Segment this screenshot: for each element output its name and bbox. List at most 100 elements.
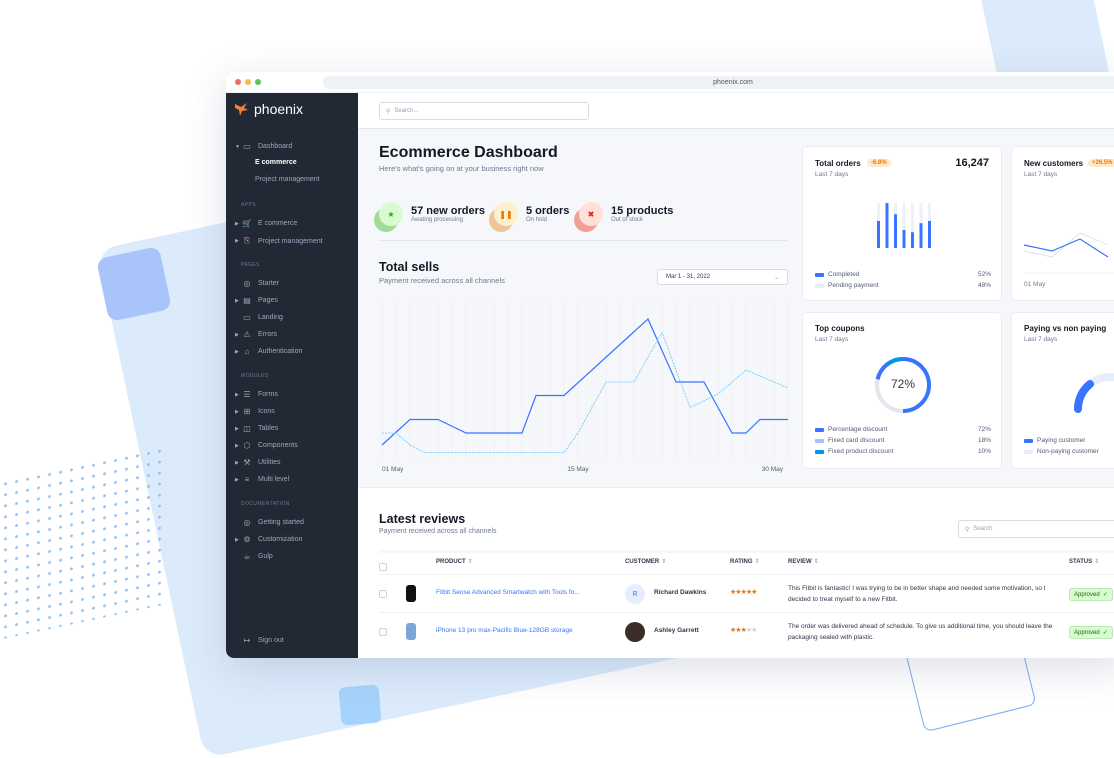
sidebar-section-heading: APPS — [241, 202, 256, 208]
dashed-series-line — [382, 331, 789, 453]
donut-segment — [875, 357, 931, 413]
monitor-icon: ▭ — [243, 313, 251, 322]
sign-out-button[interactable]: ↦ Sign out — [235, 636, 284, 645]
sidebar-item-utilities[interactable]: ▶ ⚒ Utilities — [235, 458, 281, 467]
customer-name[interactable]: Ashley Garrett — [654, 627, 699, 634]
sidebar-item-label: Dashboard — [258, 143, 293, 150]
minimize-window-button[interactable] — [245, 79, 251, 85]
column-header-review[interactable]: REVIEW ⇕ — [788, 558, 819, 565]
x-tick-label: 30 May — [762, 466, 784, 473]
column-header-customer[interactable]: CUSTOMER ⇕ — [625, 558, 666, 565]
column-label: RATING — [730, 559, 753, 565]
card-title: Paying vs non paying — [1024, 324, 1107, 333]
customer-avatar: R — [625, 584, 645, 604]
product-link[interactable]: iPhone 13 pro max-Pacific Blue-128GB sto… — [436, 627, 573, 634]
sidebar-item-gulp[interactable]: ☕ Gulp — [235, 552, 272, 561]
column-header-status[interactable]: STATUS ⇕ — [1069, 558, 1099, 565]
legend-item: Fixed product discount 10% — [815, 448, 991, 455]
logo[interactable]: phoenix — [234, 101, 303, 117]
star-icon: ★ — [379, 202, 403, 226]
row-checkbox[interactable] — [379, 628, 387, 636]
rating-stars: ★★★★★ — [730, 588, 757, 596]
select-all-checkbox[interactable] — [379, 563, 387, 571]
table-row: Fitbit Sense Advanced Smartwatch with To… — [379, 574, 1114, 612]
dashboard-icon: ▭ — [243, 142, 251, 151]
x-icon: ✖ — [579, 202, 603, 226]
legend-label: Fixed card discount — [828, 437, 885, 444]
layout-icon: ▤ — [243, 296, 251, 305]
card-period: Last 7 days — [815, 336, 849, 343]
gauge-value-arc — [1073, 380, 1094, 413]
sidebar-item-getting-started[interactable]: ◎ Getting started — [235, 518, 304, 527]
top-coupons-card: Top coupons Last 7 days 72% Percentage d… — [802, 312, 1002, 469]
sidebar-item-dashboard[interactable]: ▼ ▭ Dashboard — [235, 142, 292, 151]
sidebar-subitem[interactable]: Project management — [255, 176, 320, 183]
legend-value: 18% — [977, 437, 991, 444]
sidebar-item-project-management[interactable]: ▶ ⎘ Project management — [235, 236, 323, 246]
star-icon: ★ — [730, 627, 736, 634]
caret-right-icon: ▶ — [235, 536, 239, 543]
sidebar-item-landing[interactable]: ▭ Landing — [235, 313, 283, 322]
latest-reviews-section: Latest reviews Payment received across a… — [358, 487, 1114, 658]
total-orders-card: Total orders -6.8% 16,247 Last 7 days Co… — [802, 146, 1002, 301]
sidebar-item-forms[interactable]: ▶ ☰ Forms — [235, 390, 278, 399]
legend-swatch — [815, 427, 824, 432]
legend-swatch — [815, 272, 824, 277]
product-image — [406, 585, 416, 602]
star-icon: ★ — [735, 589, 741, 596]
alert-triangle-icon: ⚠ — [243, 330, 251, 339]
column-label: CUSTOMER — [625, 559, 660, 565]
divider — [379, 550, 1114, 553]
sidebar-item-label: Components — [258, 442, 298, 449]
columns-icon: ◫ — [243, 424, 251, 433]
series-line — [1024, 238, 1109, 258]
sidebar-item-icons[interactable]: ▶ ⊞ Icons — [235, 407, 275, 416]
sidebar-item-pages[interactable]: ▶ ▤ Pages — [235, 296, 278, 305]
caret-right-icon: ▶ — [235, 408, 239, 415]
sidebar-item-tables[interactable]: ▶ ◫ Tables — [235, 424, 278, 433]
sidebar-item-authentication[interactable]: ▶ ⌂ Authentication — [235, 347, 302, 356]
column-header-rating[interactable]: RATING ⇕ — [730, 558, 760, 565]
product-link[interactable]: Fitbit Sense Advanced Smartwatch with To… — [436, 589, 580, 596]
sort-icon: ⇕ — [1094, 559, 1100, 565]
column-header-product[interactable]: PRODUCT ⇕ — [436, 558, 473, 565]
dot-pattern — [0, 444, 165, 640]
sidebar-subitem[interactable]: E commerce — [255, 159, 297, 166]
card-period: Last 7 days — [815, 171, 849, 178]
tool-icon: ⚒ — [243, 458, 251, 467]
sidebar-item-e-commerce[interactable]: ▶ 🛒 E commerce — [235, 219, 297, 228]
date-range-value: Mar 1 - 31, 2022 — [666, 274, 711, 280]
customer-name[interactable]: Richard Dawkins — [654, 589, 707, 596]
check-icon: ✓ — [1102, 630, 1108, 636]
sidebar-item-components[interactable]: ▶ ⬡ Components — [235, 441, 298, 450]
legend-swatch — [1024, 438, 1033, 443]
date-range-select[interactable]: Mar 1 - 31, 2022 ⌄ — [657, 269, 788, 285]
row-checkbox[interactable] — [379, 590, 387, 598]
page-heading: Ecommerce Dashboard Here's what's going … — [379, 144, 558, 173]
star-icon: ★ — [745, 627, 752, 634]
legend-item: Fixed card discount 18% — [815, 437, 991, 444]
sidebar-item-label: Pages — [258, 297, 278, 304]
browser-titlebar: phoenix.com — [226, 72, 1114, 93]
legend-item: Completed 52% — [815, 271, 991, 278]
close-window-button[interactable] — [235, 79, 241, 85]
star-icon: ★ — [745, 589, 752, 596]
divider — [379, 240, 788, 241]
maximize-window-button[interactable] — [255, 79, 261, 85]
total-sells-heading: Total sells Payment received across all … — [379, 260, 505, 285]
address-bar[interactable]: phoenix.com — [323, 76, 1114, 89]
reviews-search-input[interactable]: ⚲ Search — [958, 520, 1114, 538]
sidebar-item-customization[interactable]: ▶ ⚙ Customization — [235, 535, 302, 544]
donut-segment — [875, 357, 931, 414]
sidebar-item-label: E commerce — [258, 220, 298, 227]
sidebar-item-label: Customization — [258, 536, 303, 543]
sort-icon: ⇕ — [813, 559, 819, 565]
stat-subtitle: On hold — [526, 217, 548, 223]
global-search-input[interactable]: ⚲ Search... — [379, 102, 589, 120]
sidebar-item-starter[interactable]: ◎ Starter — [235, 279, 280, 288]
compass-icon: ◎ — [243, 279, 251, 288]
sidebar-item-errors[interactable]: ▶ ⚠ Errors — [235, 330, 277, 339]
solid-series-line — [381, 317, 788, 446]
sidebar-item-multi-level[interactable]: ▶ ≡ Multi level — [235, 475, 289, 484]
paying-gauge-chart — [1073, 373, 1114, 413]
